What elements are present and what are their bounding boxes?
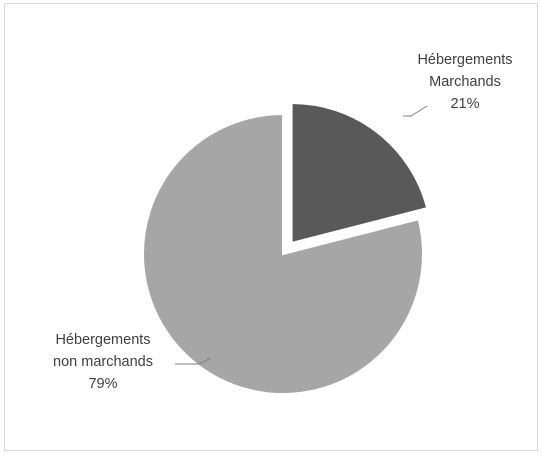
leader-line-1 [175,357,212,365]
data-label-line: Marchands [429,74,501,90]
data-label-value: 79% [88,376,117,392]
chart-frame: Hébergements Marchands 21% Hébergements non … [4,3,538,451]
data-label-value: 21% [450,96,479,112]
slices-layer [142,101,429,395]
pie-chart: Hébergements Marchands 21% Hébergements non … [53,52,513,395]
pie-slice-1 [142,112,424,395]
pie-slice-0 [290,101,429,245]
leader-lines [175,105,428,365]
leader-line-0 [403,105,428,117]
data-label-0: Hébergements Marchands 21% [417,52,512,112]
data-label-1: Hébergements non marchands 79% [53,332,153,392]
data-label-line: Hébergements [417,52,512,68]
data-labels: Hébergements Marchands 21% Hébergements non … [53,52,513,392]
data-label-line: non marchands [53,354,153,370]
data-label-line: Hébergements [55,332,150,348]
